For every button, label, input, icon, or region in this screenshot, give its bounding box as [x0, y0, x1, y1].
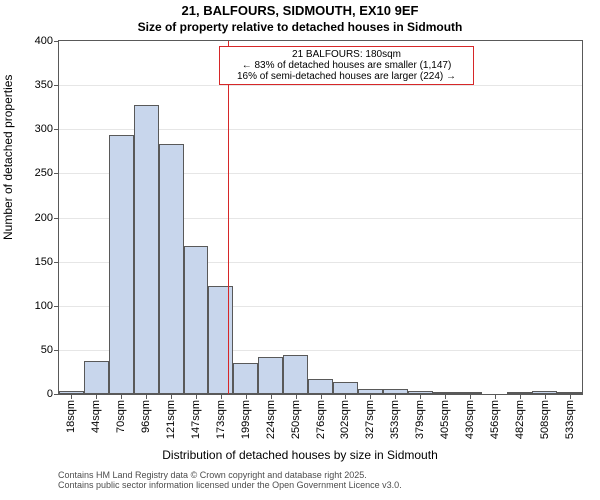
histogram-bar	[333, 382, 358, 394]
xtick-mark	[196, 394, 197, 399]
chart-title: 21, BALFOURS, SIDMOUTH, EX10 9EF	[0, 3, 600, 18]
xtick-mark	[221, 394, 222, 399]
reference-line	[228, 41, 229, 394]
xtick-mark	[246, 394, 247, 399]
footer-line-1: Contains HM Land Registry data © Crown c…	[58, 470, 402, 480]
xtick-mark	[121, 394, 122, 399]
ytick-mark	[54, 173, 59, 174]
ytick-label: 300	[35, 123, 53, 135]
histogram-bar	[184, 246, 209, 394]
histogram-bar	[258, 357, 283, 394]
xtick-mark	[445, 394, 446, 399]
xtick-label: 379sqm	[414, 400, 426, 439]
xtick-label: 276sqm	[315, 400, 327, 439]
ytick-mark	[54, 41, 59, 42]
xtick-label: 44sqm	[90, 400, 102, 433]
xtick-label: 456sqm	[489, 400, 501, 439]
y-axis-label: Number of detached properties	[1, 75, 15, 240]
xtick-mark	[370, 394, 371, 399]
xtick-mark	[146, 394, 147, 399]
xtick-label: 250sqm	[290, 400, 302, 439]
histogram-bar	[109, 135, 134, 394]
ytick-mark	[54, 129, 59, 130]
xtick-label: 121sqm	[165, 400, 177, 439]
annotation-line: 16% of semi-detached houses are larger (…	[224, 71, 469, 82]
ytick-label: 150	[35, 256, 53, 268]
ytick-mark	[54, 350, 59, 351]
ytick-mark	[54, 394, 59, 395]
xtick-mark	[545, 394, 546, 399]
annotation-line: 21 BALFOURS: 180sqm	[224, 49, 469, 60]
ytick-label: 200	[35, 212, 53, 224]
histogram-bar	[159, 144, 184, 394]
xtick-label: 224sqm	[265, 400, 277, 439]
ytick-label: 350	[35, 79, 53, 91]
xtick-label: 147sqm	[190, 400, 202, 439]
xtick-mark	[520, 394, 521, 399]
xtick-label: 173sqm	[215, 400, 227, 439]
histogram-bar	[283, 355, 308, 394]
xtick-label: 302sqm	[339, 400, 351, 439]
xtick-label: 199sqm	[240, 400, 252, 439]
ytick-mark	[54, 85, 59, 86]
xtick-label: 533sqm	[564, 400, 576, 439]
xtick-mark	[271, 394, 272, 399]
annotation-box: 21 BALFOURS: 180sqm← 83% of detached hou…	[219, 46, 474, 85]
xtick-label: 405sqm	[439, 400, 451, 439]
histogram-bar	[84, 361, 109, 394]
ytick-mark	[54, 262, 59, 263]
ytick-label: 400	[35, 35, 53, 47]
xtick-label: 430sqm	[464, 400, 476, 439]
xtick-label: 70sqm	[115, 400, 127, 433]
footer-attribution: Contains HM Land Registry data © Crown c…	[58, 470, 402, 490]
xtick-mark	[71, 394, 72, 399]
xtick-mark	[570, 394, 571, 399]
xtick-label: 508sqm	[539, 400, 551, 439]
ytick-mark	[54, 306, 59, 307]
histogram-bar	[233, 363, 258, 394]
grid-line	[59, 85, 582, 86]
xtick-mark	[96, 394, 97, 399]
plot-area: 21 BALFOURS: 180sqm← 83% of detached hou…	[58, 40, 583, 395]
ytick-mark	[54, 218, 59, 219]
xtick-label: 327sqm	[364, 400, 376, 439]
annotation-line: ← 83% of detached houses are smaller (1,…	[224, 60, 469, 71]
histogram-bar	[308, 379, 333, 394]
chart-container: 21, BALFOURS, SIDMOUTH, EX10 9EF Size of…	[0, 0, 600, 500]
ytick-label: 250	[35, 167, 53, 179]
histogram-bar	[208, 286, 233, 394]
ytick-label: 50	[41, 344, 53, 356]
chart-subtitle: Size of property relative to detached ho…	[0, 20, 600, 34]
xtick-label: 353sqm	[389, 400, 401, 439]
xtick-mark	[470, 394, 471, 399]
footer-line-2: Contains public sector information licen…	[58, 480, 402, 490]
plot-clip: 21 BALFOURS: 180sqm← 83% of detached hou…	[59, 41, 582, 394]
ytick-label: 0	[47, 388, 53, 400]
xtick-mark	[296, 394, 297, 399]
xtick-mark	[395, 394, 396, 399]
xtick-mark	[495, 394, 496, 399]
histogram-bar	[134, 105, 159, 394]
xtick-mark	[171, 394, 172, 399]
ytick-label: 100	[35, 300, 53, 312]
x-axis-label: Distribution of detached houses by size …	[0, 448, 600, 462]
xtick-mark	[321, 394, 322, 399]
xtick-label: 18sqm	[65, 400, 77, 433]
xtick-label: 482sqm	[514, 400, 526, 439]
xtick-mark	[420, 394, 421, 399]
xtick-label: 96sqm	[140, 400, 152, 433]
xtick-mark	[345, 394, 346, 399]
